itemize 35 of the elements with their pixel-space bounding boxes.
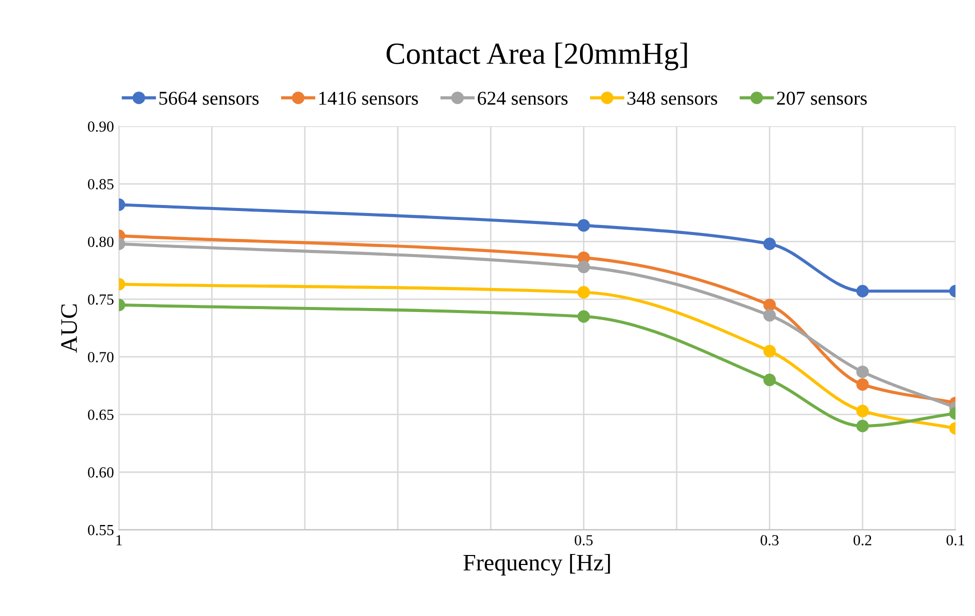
y-tick-label: 0.70 — [88, 352, 114, 362]
x-tick-label: 0.1 — [946, 535, 964, 546]
y-tick-label: 0.90 — [88, 121, 114, 132]
point — [763, 238, 776, 250]
y-tick-label: 0.75 — [88, 294, 114, 305]
legend-label: 207 sensors — [777, 92, 867, 105]
point — [763, 344, 776, 358]
point — [763, 298, 776, 312]
y-tick-label: 0.80 — [88, 236, 114, 248]
y-axis-title: AUC — [61, 304, 77, 353]
legend-label: 348 sensors — [628, 92, 718, 105]
point — [856, 378, 869, 391]
legend-label: 5664 sensors — [159, 92, 259, 105]
x-tick-label: 0.5 — [574, 535, 593, 546]
x-tick-label: 1 — [116, 535, 122, 546]
point — [577, 260, 590, 274]
point — [577, 286, 590, 299]
legend-label: 624 sensors — [478, 92, 568, 105]
point — [856, 366, 869, 378]
x-axis-title: Frequency [Hz] — [463, 554, 610, 576]
y-tick-label: 0.65 — [88, 410, 114, 420]
point — [577, 310, 590, 323]
y-tick-label: 0.55 — [88, 524, 114, 536]
y-tick-label: 0.85 — [88, 179, 114, 190]
chart-title: Contact Area [20mmHg] — [386, 42, 687, 70]
x-tick-label: 0.2 — [854, 535, 872, 546]
y-tick-label: 0.60 — [88, 467, 114, 478]
point — [856, 420, 869, 432]
point — [763, 309, 776, 322]
point — [856, 404, 869, 418]
point — [856, 284, 869, 298]
x-tick-label: 0.3 — [760, 535, 779, 546]
point — [577, 219, 590, 232]
legend-label: 1416 sensors — [319, 92, 418, 105]
point — [763, 374, 776, 386]
